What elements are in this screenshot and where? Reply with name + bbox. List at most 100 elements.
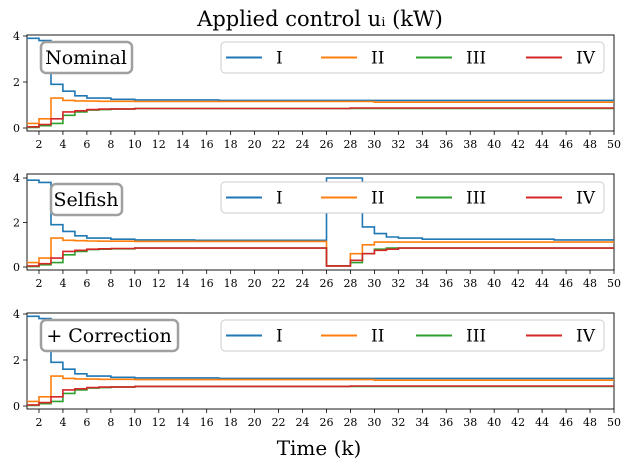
x-tick-label: 38: [463, 138, 477, 151]
x-tick-label: 18: [224, 416, 238, 429]
x-tick-label: 26: [319, 416, 333, 429]
x-tick-label: 36: [439, 277, 453, 290]
x-tick-label: 42: [511, 138, 525, 151]
x-tick-label: 18: [224, 138, 238, 151]
x-tick-label: 32: [391, 277, 405, 290]
x-tick-label: 4: [59, 138, 66, 151]
x-tick-label: 26: [319, 138, 333, 151]
x-tick-label: 2: [35, 138, 42, 151]
legend-label-II: II: [371, 189, 384, 209]
y-tick-label: 2: [13, 354, 20, 367]
x-tick-label: 28: [343, 416, 357, 429]
y-tick-label: 4: [13, 30, 20, 43]
subplot-1: 2 4 6 8 10 12 14 16 18 20 22 24 26 28 30 32 34 36 38 40 42 44…: [13, 30, 621, 151]
y-tick-label: 2: [13, 76, 20, 89]
x-tick-label: 14: [176, 416, 190, 429]
x-tick-label: 28: [343, 138, 357, 151]
x-tick-label: 12: [152, 416, 166, 429]
series-line-I: [27, 37, 614, 102]
x-tick-label: 44: [535, 416, 549, 429]
legend-label-IV: IV: [576, 327, 596, 347]
y-tick-label: 0: [13, 400, 20, 413]
x-tick-label: 46: [559, 138, 573, 151]
y-tick-label: 0: [13, 122, 20, 135]
subplot-tag-box: [39, 40, 134, 75]
x-tick-label: 42: [511, 277, 525, 290]
x-tick-label: 38: [463, 277, 477, 290]
x-tick-label: 20: [248, 138, 262, 151]
x-tick-label: 44: [535, 138, 549, 151]
subplot-tag-label: + Correction: [46, 325, 171, 347]
x-tick-label: 50: [607, 277, 621, 290]
x-tick-label: 26: [319, 277, 333, 290]
x-tick-label: 2: [35, 416, 42, 429]
subplot-tag-label: Nominal: [45, 47, 127, 69]
x-tick-label: 34: [415, 138, 429, 151]
legend-label-III: III: [466, 327, 486, 347]
x-tick-label: 6: [83, 277, 90, 290]
series-line-II: [27, 375, 614, 403]
x-tick-label: 24: [296, 416, 310, 429]
x-tick-label: 20: [248, 277, 262, 290]
x-tick-label: 12: [152, 277, 166, 290]
x-tick-label: 46: [559, 416, 573, 429]
x-tick-label: 2: [35, 277, 42, 290]
subplot-3: 2 4 6 8 10 12 14 16 18 20 22 24 26 28 30 32 34 36 38 40 42 44…: [13, 308, 621, 429]
x-tick-label: 40: [487, 416, 501, 429]
x-tick-label: 40: [487, 138, 501, 151]
legend-label-IV: IV: [576, 189, 596, 209]
x-tick-label: 16: [200, 138, 214, 151]
x-tick-label: 22: [272, 277, 286, 290]
x-tick-label: 14: [176, 138, 190, 151]
y-tick-label: 0: [13, 261, 20, 274]
series-line-II: [27, 97, 614, 125]
x-tick-label: 30: [367, 277, 381, 290]
x-tick-label: 10: [128, 138, 142, 151]
x-tick-label: 50: [607, 138, 621, 151]
x-tick-label: 30: [367, 416, 381, 429]
x-tick-label: 10: [128, 277, 142, 290]
legend-label-IV: IV: [576, 49, 596, 69]
x-tick-label: 48: [583, 138, 597, 151]
figure-title: Applied control uᵢ (kW): [196, 7, 443, 31]
x-tick-label: 18: [224, 277, 238, 290]
x-tick-label: 16: [200, 416, 214, 429]
x-tick-label: 38: [463, 416, 477, 429]
legend-label-II: II: [371, 327, 384, 347]
x-tick-label: 48: [583, 416, 597, 429]
x-tick-label: 20: [248, 416, 262, 429]
x-tick-label: 36: [439, 416, 453, 429]
x-tick-label: 14: [176, 277, 190, 290]
subplot-2: 2 4 6 8 10 12 14 16 18 20 22 24 26 28 30 32 34 36 38 40 42 44…: [13, 172, 621, 290]
series-line-IV: [27, 107, 614, 128]
subplot-tag-box: [49, 182, 124, 217]
x-tick-label: 34: [415, 277, 429, 290]
legend-label-II: II: [371, 49, 384, 69]
legend-label-I: I: [276, 49, 283, 69]
series-line-IV: [27, 247, 614, 267]
subplot-tag-label: Selfish: [54, 189, 119, 211]
x-tick-label: 44: [535, 277, 549, 290]
x-tick-label: 8: [107, 416, 114, 429]
series-line-II: [27, 237, 614, 267]
x-tick-label: 48: [583, 277, 597, 290]
y-tick-label: 2: [13, 217, 20, 230]
x-tick-label: 46: [559, 277, 573, 290]
y-tick-label: 4: [13, 172, 20, 185]
x-tick-label: 16: [200, 277, 214, 290]
legend-label-I: I: [276, 189, 283, 209]
legend-box: [220, 41, 605, 74]
x-tick-label: 42: [511, 416, 525, 429]
x-tick-label: 12: [152, 138, 166, 151]
x-tick-label: 50: [607, 416, 621, 429]
x-tick-label: 32: [391, 416, 405, 429]
legend-label-III: III: [466, 49, 486, 69]
x-tick-label: 4: [59, 277, 66, 290]
x-axis-label: Time (k): [277, 436, 362, 460]
x-tick-label: 8: [107, 138, 114, 151]
x-tick-label: 40: [487, 277, 501, 290]
x-tick-label: 22: [272, 416, 286, 429]
x-tick-label: 34: [415, 416, 429, 429]
x-tick-label: 30: [367, 138, 381, 151]
